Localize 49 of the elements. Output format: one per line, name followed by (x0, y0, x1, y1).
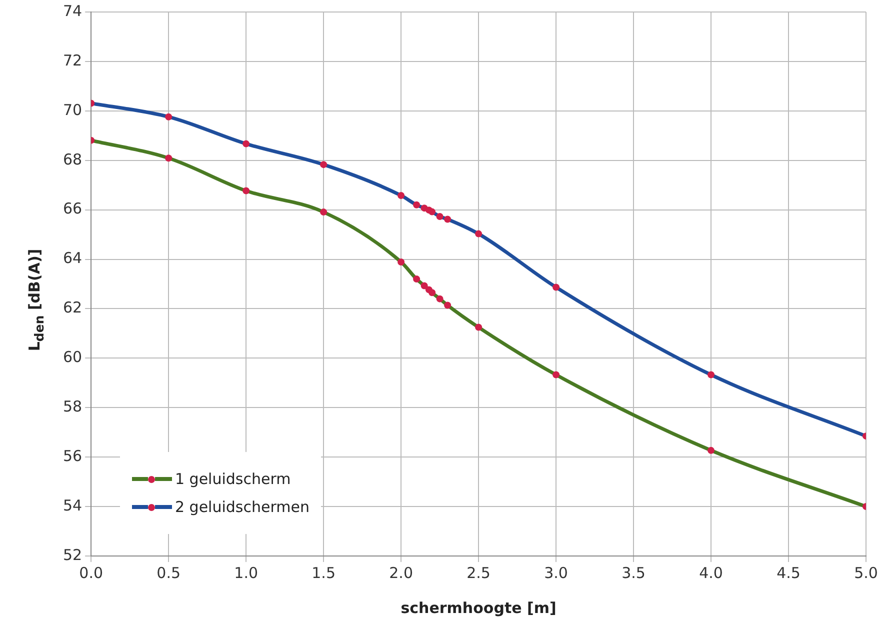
point (708, 371, 715, 378)
point (320, 208, 328, 216)
legend-label: 2 geluidschermen (175, 498, 310, 516)
y-tick-label: 72 (62, 51, 82, 70)
y-tick-label: 62 (62, 298, 82, 317)
y-tick-label: 68 (62, 150, 82, 168)
point (398, 258, 405, 266)
x-tick-label: 4.0 (699, 564, 723, 582)
x-tick-label: 2.5 (466, 564, 490, 582)
point (428, 208, 436, 216)
point (413, 276, 420, 283)
y-tick-label: 64 (62, 249, 82, 268)
x-tick-label: 2.0 (389, 564, 413, 582)
x-tick-label: 3.0 (544, 564, 568, 582)
x-tick-label: 0.0 (79, 564, 104, 582)
y-tick-label: 56 (62, 446, 82, 465)
point (708, 446, 715, 454)
x-tick-label: 0.5 (156, 564, 181, 582)
legend-label: 1 geluidscherm (175, 470, 291, 488)
point (552, 371, 560, 378)
point (420, 282, 428, 290)
x-axis-title: schermhoogte [m] (400, 598, 556, 617)
point (165, 113, 172, 120)
x-tick-label: 3.5 (622, 564, 646, 582)
point (398, 192, 405, 199)
point (475, 230, 482, 238)
point (436, 295, 444, 302)
point (165, 154, 172, 162)
y-tick-label: 66 (62, 200, 82, 218)
point (320, 161, 328, 168)
point (436, 212, 444, 220)
point (428, 289, 436, 296)
x-tick-label: 1.5 (312, 564, 336, 582)
point (552, 284, 560, 291)
point (444, 216, 452, 223)
point (242, 187, 250, 194)
y-tick-label: 70 (62, 100, 82, 119)
point (242, 140, 250, 148)
point (413, 201, 420, 208)
point (444, 302, 452, 309)
x-tick-label: 1.0 (234, 564, 258, 582)
y-tick-label: 60 (62, 348, 82, 366)
y-tick-label: 52 (62, 546, 82, 564)
y-tick-label: 54 (62, 496, 82, 514)
y-tick-label: 58 (62, 398, 82, 416)
point (475, 324, 482, 331)
y-tick-label: 74 (62, 2, 82, 20)
x-tick-label: 4.5 (776, 564, 800, 582)
x-tick-label: 5.0 (854, 564, 878, 582)
